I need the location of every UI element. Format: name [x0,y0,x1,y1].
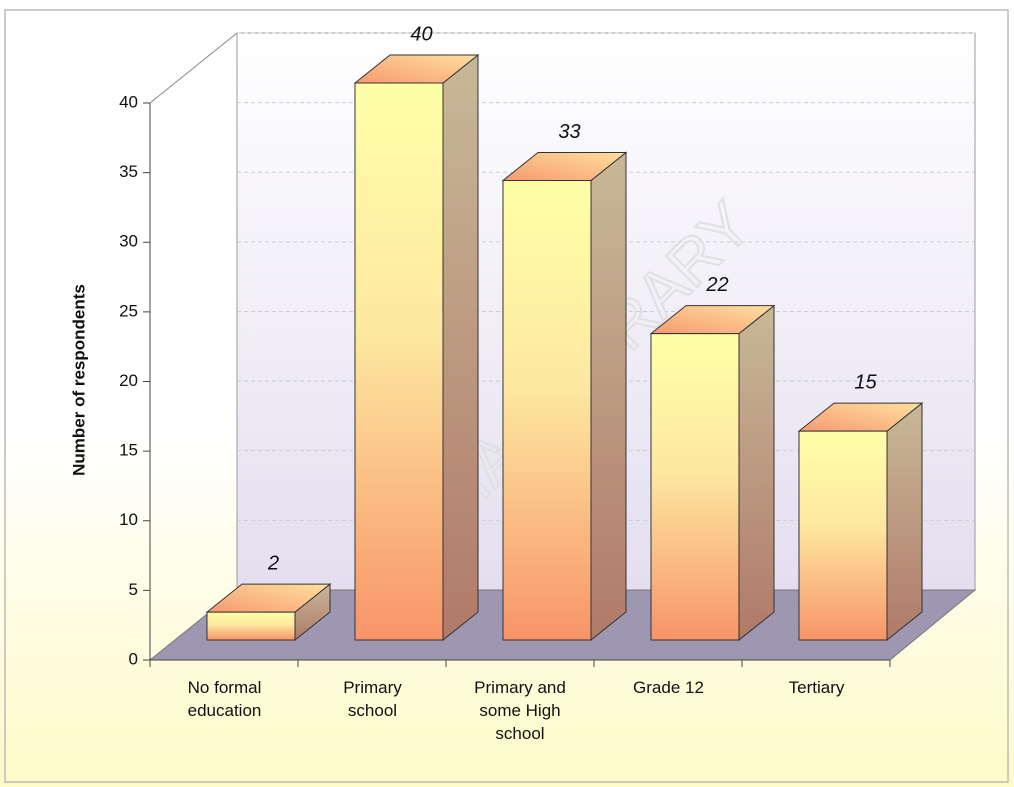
y-tick-label: 40 [119,92,138,111]
value-label: 33 [558,121,580,143]
x-tick-label: Primary school [343,678,402,720]
y-tick-label: 30 [119,232,138,251]
value-label: 15 [854,371,877,393]
bar-side [886,402,923,642]
y-tick-label: 10 [119,510,138,529]
y-tick-label: 20 [119,371,138,390]
bar [205,583,332,642]
value-label: 40 [410,23,432,45]
y-tick-label: 35 [119,162,138,181]
bar-front [354,82,444,641]
bar [501,151,628,642]
frame [4,9,1009,783]
bar-side [738,304,775,642]
x-tick-label: Tertiary [788,678,845,697]
y-tick-label: 25 [119,301,138,320]
value-label: 2 [267,552,279,574]
bar-front [206,611,296,641]
bar-front [502,179,592,641]
x-tick-label: Grade 12 [633,678,704,697]
x-tick-label: No formal education [187,678,262,720]
bar-side [442,53,479,642]
bar [649,304,776,642]
x-tick-label: Primary and some High school [474,678,566,743]
bar-side [590,151,627,642]
y-tick-label: 5 [129,580,138,599]
y-tick-label: 0 [129,649,138,668]
value-label: 22 [705,274,728,296]
bar-front [650,333,740,641]
bar [353,53,480,642]
y-axis-title: Number of respondents [69,284,88,476]
wall-edge [149,32,238,104]
bar-front [798,430,888,641]
y-tick-label: 15 [119,441,138,460]
bar [797,402,924,642]
